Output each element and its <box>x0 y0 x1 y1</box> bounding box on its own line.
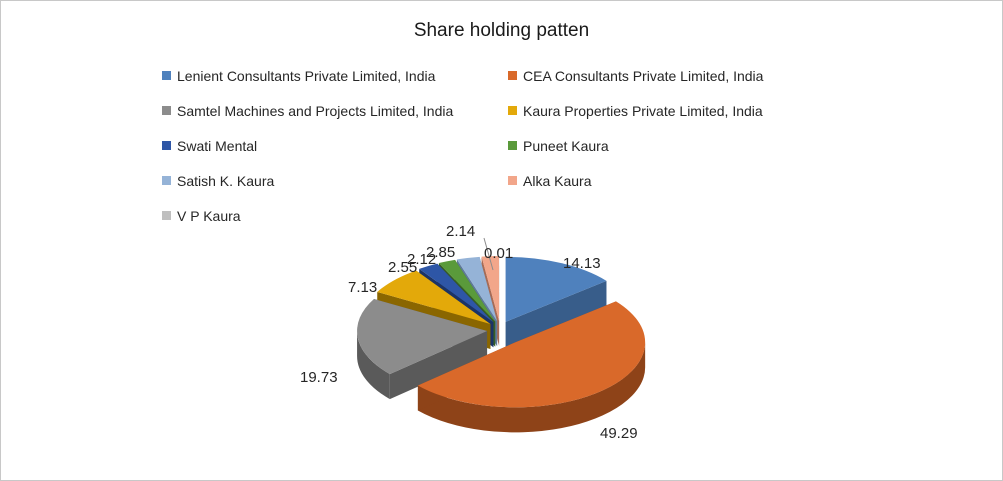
pie-slice <box>438 259 496 322</box>
legend-swatch <box>508 141 517 150</box>
legend-swatch <box>508 176 517 185</box>
legend-swatch <box>162 211 171 220</box>
data-label: 14.13 <box>563 255 601 272</box>
legend-label: V P Kaura <box>177 208 241 224</box>
legend-swatch <box>162 141 171 150</box>
data-label: 2.14 <box>446 223 475 240</box>
data-label: 2.85 <box>426 244 455 261</box>
legend-item: Satish K. Kaura <box>162 173 274 191</box>
legend-label: Puneet Kaura <box>523 138 609 154</box>
legend-item: CEA Consultants Private Limited, India <box>508 68 763 86</box>
pie-slice <box>417 301 646 408</box>
legend-label: Alka Kaura <box>523 173 592 189</box>
legend-item: Lenient Consultants Private Limited, Ind… <box>162 68 435 86</box>
legend-item: Puneet Kaura <box>508 138 609 156</box>
pie-slice <box>419 263 494 323</box>
legend-item: V P Kaura <box>162 208 241 226</box>
legend-swatch <box>508 71 517 80</box>
data-label: 19.73 <box>300 369 338 386</box>
data-label: 49.29 <box>600 425 638 442</box>
pie-slice-edge <box>389 330 488 400</box>
chart-title: Share holding patten <box>413 20 590 41</box>
data-label: 7.13 <box>348 279 377 296</box>
pie-slice <box>456 256 498 322</box>
pie-slice-side <box>417 342 646 433</box>
legend-swatch <box>162 106 171 115</box>
legend-swatch <box>508 106 517 115</box>
pie-slice <box>357 298 488 375</box>
legend-label: Lenient Consultants Private Limited, Ind… <box>177 68 436 84</box>
data-labels: 14.13 49.29 19.73 7.13 2.552.122.85 2.14 0.01 <box>300 223 638 442</box>
legend-item: Kaura Properties Private Limited, India <box>508 103 763 121</box>
data-label: 0.01 <box>484 245 513 262</box>
legend-item: Swati Mental <box>162 138 257 156</box>
data-label: 2.55 <box>388 259 417 276</box>
pie-tops <box>357 255 646 408</box>
pie-slice <box>505 256 607 322</box>
pie-slice <box>377 270 491 324</box>
leader-line <box>483 237 494 271</box>
legend-swatch <box>162 176 171 185</box>
data-label: 2.12 <box>407 251 436 268</box>
legend-label: CEA Consultants Private Limited, India <box>523 68 764 84</box>
legend-label: Satish K. Kaura <box>177 173 275 189</box>
pie-slice-edge <box>505 280 607 347</box>
legend-swatch <box>162 71 171 80</box>
legend-item: Samtel Machines and Projects Limited, In… <box>162 103 453 121</box>
pie-slice-side <box>357 330 390 400</box>
pie-slice <box>481 256 500 322</box>
legend-label: Swati Mental <box>177 138 258 154</box>
legend-item: Alka Kaura <box>508 173 591 191</box>
legend-label: Samtel Machines and Projects Limited, In… <box>177 103 454 119</box>
legend-label: Kaura Properties Private Limited, India <box>523 103 763 119</box>
